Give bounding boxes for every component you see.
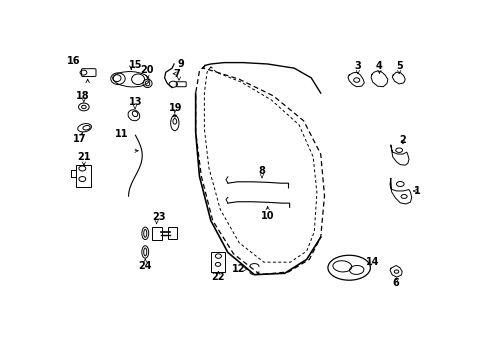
Text: 16: 16 [67,56,80,66]
Text: 20: 20 [140,65,153,75]
Text: 10: 10 [261,211,274,221]
Text: 22: 22 [211,271,224,282]
Text: 1: 1 [413,186,420,196]
Text: 3: 3 [354,61,361,71]
Text: 17: 17 [73,134,87,144]
Text: 9: 9 [177,59,184,69]
Text: 13: 13 [129,97,142,107]
Text: 15: 15 [129,59,142,69]
Text: 14: 14 [365,257,379,267]
Text: 18: 18 [76,91,90,101]
Text: 7: 7 [173,69,180,79]
Text: 5: 5 [395,61,402,71]
Text: 2: 2 [399,135,406,145]
Text: 23: 23 [151,212,165,222]
Text: 12: 12 [231,264,245,274]
Text: 4: 4 [375,61,382,71]
Text: 6: 6 [392,278,399,288]
Text: 24: 24 [138,261,152,271]
Text: 19: 19 [168,103,182,113]
Text: 21: 21 [77,152,90,162]
Text: 11: 11 [115,129,129,139]
Text: 8: 8 [258,166,265,176]
